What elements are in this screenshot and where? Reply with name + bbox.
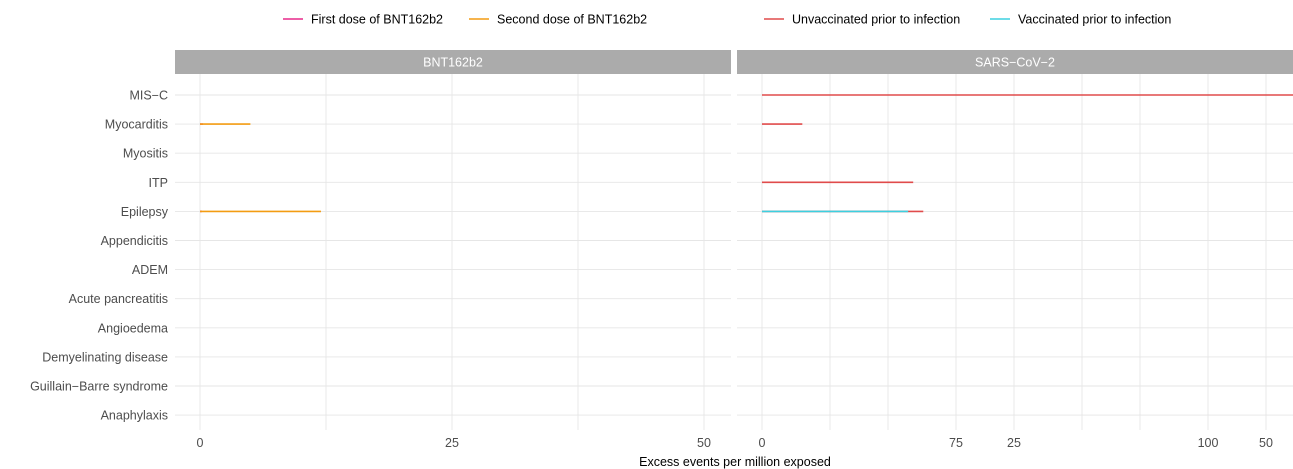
x-tick-label: 25 [1007, 436, 1021, 450]
facet-strip [737, 50, 1293, 74]
x-axis-title: Excess events per million exposed [639, 455, 831, 469]
x-tick-label: 50 [1259, 436, 1273, 450]
y-tick-label-adem: ADEM [132, 263, 168, 277]
y-tick-label-mis-c: MIS−C [129, 89, 168, 103]
legend: First dose of BNT162b2 Second dose of BNT… [283, 13, 1171, 27]
x-tick-label: 25 [445, 436, 459, 450]
legend-item-vaccinated-prior-to-infection: Vaccinated prior to infection [990, 13, 1171, 27]
x-tick-label: 75 [949, 436, 963, 450]
y-tick-label-anaphylaxis: Anaphylaxis [101, 409, 168, 423]
panel-bnt162b2: BNT162b2 0 25 50 75 100 [175, 50, 1218, 450]
x-tick-label: 100 [1198, 436, 1219, 450]
panel-sars-cov-2: SARS−CoV−2 0 25 50 75 100 [737, 50, 1293, 450]
legend-item-unvaccinated-prior-to-infection: Unvaccinated prior to infection [764, 13, 960, 27]
facet-strip-label: SARS−CoV−2 [975, 56, 1055, 70]
y-tick-label-epilepsy: Epilepsy [121, 205, 169, 219]
legend-label: Second dose of BNT162b2 [497, 13, 647, 27]
y-tick-label-myocarditis: Myocarditis [105, 118, 168, 132]
y-tick-label-angioedema: Angioedema [98, 321, 168, 335]
series-first-dose-of-bnt162b2 [200, 123, 204, 213]
x-tick-label: 50 [697, 436, 711, 450]
legend-item-first-dose-of-bnt162b2: First dose of BNT162b2 [283, 13, 443, 27]
y-tick-label-itp: ITP [149, 176, 168, 190]
facet-strip-label: BNT162b2 [423, 56, 483, 70]
legend-label: Vaccinated prior to infection [1018, 13, 1171, 27]
grid-lines [175, 74, 1209, 430]
y-tick-label-myositis: Myositis [123, 147, 168, 161]
x-tick-label: 0 [197, 436, 204, 450]
legend-item-second-dose-of-bnt162b2: Second dose of BNT162b2 [469, 13, 647, 27]
facet-strip [175, 50, 731, 74]
legend-label: First dose of BNT162b2 [311, 13, 443, 27]
series-second-dose-of-bnt162b2 [200, 123, 321, 213]
grid-lines [737, 74, 1293, 430]
legend-label: Unvaccinated prior to infection [792, 13, 960, 27]
y-tick-label-appendicitis: Appendicitis [101, 234, 168, 248]
y-tick-label-demyelinating-disease: Demyelinating disease [42, 350, 168, 364]
y-tick-label-guillain-barre-syndrome: Guillain−Barre syndrome [30, 380, 168, 394]
x-tick-label: 0 [759, 436, 766, 450]
y-tick-label-acute-pancreatitis: Acute pancreatitis [69, 292, 168, 306]
y-axis-labels: MIS−C Myocarditis Myositis ITP Epilepsy Appen… [30, 89, 169, 423]
